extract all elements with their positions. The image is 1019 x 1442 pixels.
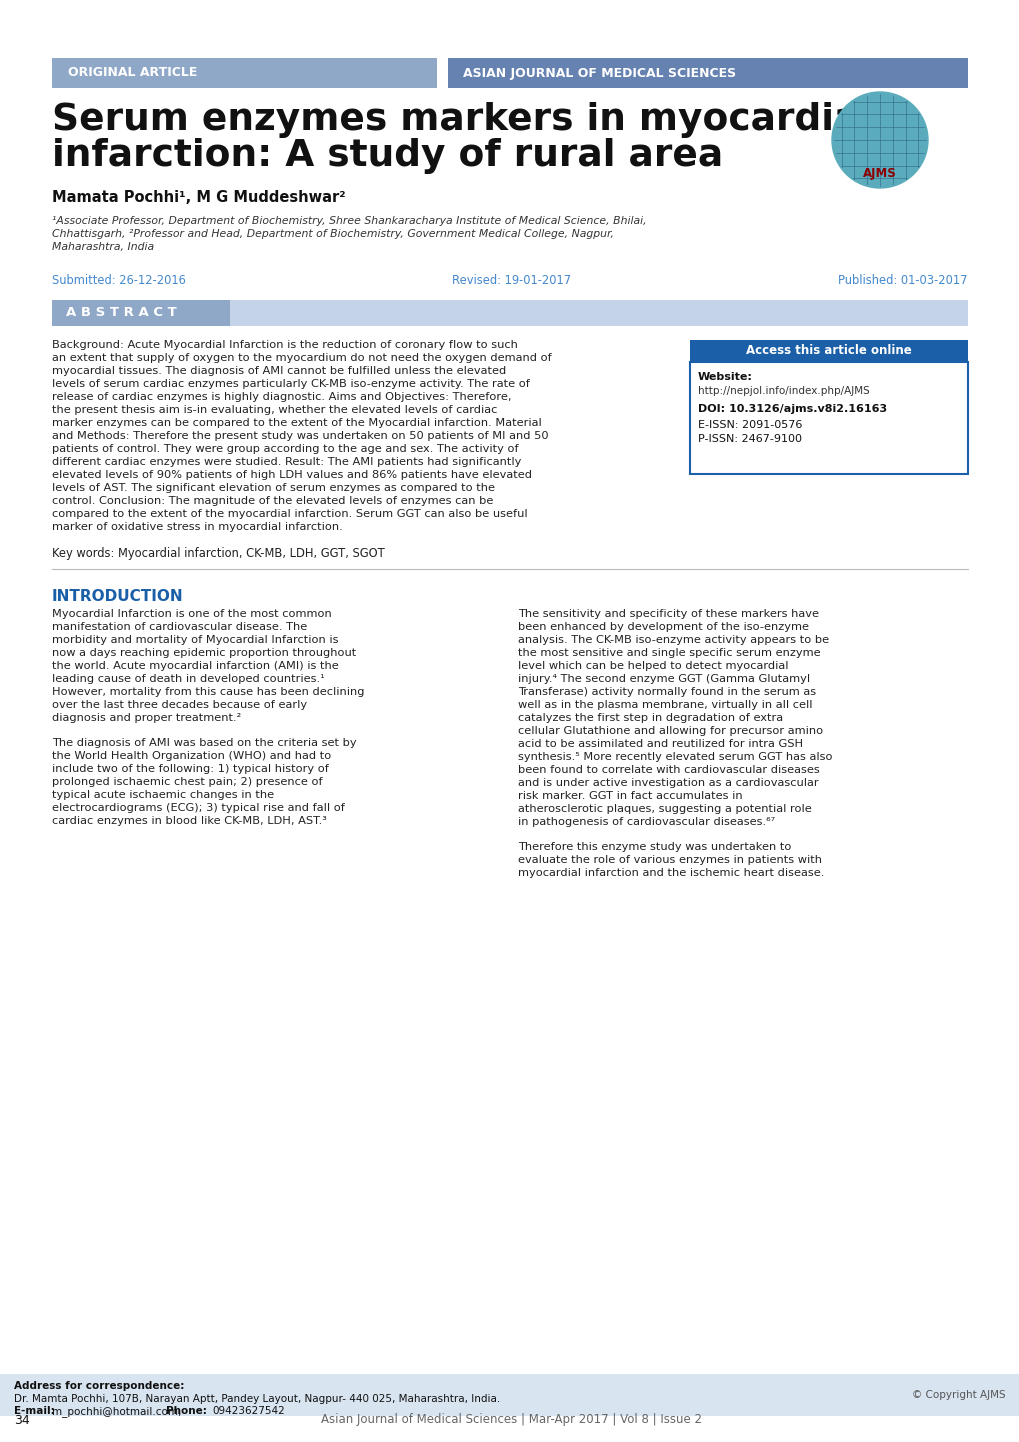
Text: release of cardiac enzymes is highly diagnostic. Aims and Objectives: Therefore,: release of cardiac enzymes is highly dia… [52,392,511,402]
Bar [52,300,967,326]
Text: Published: 01-03-2017: Published: 01-03-2017 [838,274,967,287]
Text: m_pochhi@hotmail.com,: m_pochhi@hotmail.com, [52,1406,181,1417]
Text: evaluate the role of various enzymes in patients with: evaluate the role of various enzymes in … [518,855,821,865]
Text: now a days reaching epidemic proportion throughout: now a days reaching epidemic proportion … [52,647,356,658]
Text: the World Health Organization (WHO) and had to: the World Health Organization (WHO) and … [52,751,331,761]
Text: prolonged ischaemic chest pain; 2) presence of: prolonged ischaemic chest pain; 2) prese… [52,777,322,787]
Text: in pathogenesis of cardiovascular diseases.⁶⁷: in pathogenesis of cardiovascular diseas… [518,818,774,828]
Text: levels of serum cardiac enzymes particularly CK-MB iso-enzyme activity. The rate: levels of serum cardiac enzymes particul… [52,379,529,389]
Text: analysis. The CK-MB iso-enzyme activity appears to be: analysis. The CK-MB iso-enzyme activity … [518,634,828,645]
Text: DOI: 10.3126/ajms.v8i2.16163: DOI: 10.3126/ajms.v8i2.16163 [697,404,887,414]
Bar [0,1374,1019,1416]
Text: INTRODUCTION: INTRODUCTION [52,588,183,604]
Text: been enhanced by development of the iso-enzyme: been enhanced by development of the iso-… [518,622,808,632]
Text: leading cause of death in developed countries.¹: leading cause of death in developed coun… [52,673,324,684]
Text: the present thesis aim is-in evaluating, whether the elevated levels of cardiac: the present thesis aim is-in evaluating,… [52,405,497,415]
Text: typical acute ischaemic changes in the: typical acute ischaemic changes in the [52,790,274,800]
Bar [52,58,436,88]
Text: Dr. Mamta Pochhi, 107B, Narayan Aptt, Pandey Layout, Nagpur- 440 025, Maharashtr: Dr. Mamta Pochhi, 107B, Narayan Aptt, Pa… [14,1394,499,1405]
Text: the world. Acute myocardial infarction (AMI) is the: the world. Acute myocardial infarction (… [52,660,338,671]
Text: http://nepjol.info/index.php/AJMS: http://nepjol.info/index.php/AJMS [697,386,869,397]
Text: P-ISSN: 2467-9100: P-ISSN: 2467-9100 [697,434,801,444]
Text: marker enzymes can be compared to the extent of the Myocardial infarction. Mater: marker enzymes can be compared to the ex… [52,418,541,428]
Text: marker of oxidative stress in myocardial infarction.: marker of oxidative stress in myocardial… [52,522,342,532]
Text: an extent that supply of oxygen to the myocardium do not need the oxygen demand : an extent that supply of oxygen to the m… [52,353,551,363]
Text: catalyzes the first step in degradation of extra: catalyzes the first step in degradation … [518,712,783,722]
Text: patients of control. They were group according to the age and sex. The activity : patients of control. They were group acc… [52,444,518,454]
Text: Chhattisgarh, ²Professor and Head, Department of Biochemistry, Government Medica: Chhattisgarh, ²Professor and Head, Depar… [52,229,613,239]
Text: Asian Journal of Medical Sciences | Mar-Apr 2017 | Vol 8 | Issue 2: Asian Journal of Medical Sciences | Mar-… [321,1413,702,1426]
Text: However, mortality from this cause has been declining: However, mortality from this cause has b… [52,686,364,696]
Bar [447,58,967,88]
Text: © Copyright AJMS: © Copyright AJMS [911,1390,1005,1400]
Text: Therefore this enzyme study was undertaken to: Therefore this enzyme study was undertak… [518,842,791,852]
Text: Submitted: 26-12-2016: Submitted: 26-12-2016 [52,274,185,287]
Text: the most sensitive and single specific serum enzyme: the most sensitive and single specific s… [518,647,820,658]
Bar [689,362,967,474]
Text: ASIAN JOURNAL OF MEDICAL SCIENCES: ASIAN JOURNAL OF MEDICAL SCIENCES [463,66,736,79]
Text: cellular Glutathione and allowing for precursor amino: cellular Glutathione and allowing for pr… [518,725,822,735]
Text: AJMS: AJMS [862,167,896,180]
Text: acid to be assimilated and reutilized for intra GSH: acid to be assimilated and reutilized fo… [518,738,802,748]
Text: and is under active investigation as a cardiovascular: and is under active investigation as a c… [518,779,818,787]
Text: ¹Associate Professor, Department of Biochemistry, Shree Shankaracharya Institute: ¹Associate Professor, Department of Bioc… [52,216,646,226]
Text: 09423627542: 09423627542 [212,1406,284,1416]
Text: morbidity and mortality of Myocardial Infarction is: morbidity and mortality of Myocardial In… [52,634,338,645]
Text: Key words: Myocardial infarction, CK-MB, LDH, GGT, SGOT: Key words: Myocardial infarction, CK-MB,… [52,547,384,559]
Text: myocardial infarction and the ischemic heart disease.: myocardial infarction and the ischemic h… [518,868,823,878]
Text: level which can be helped to detect myocardial: level which can be helped to detect myoc… [518,660,788,671]
Bar [689,340,967,362]
Text: electrocardiograms (ECG); 3) typical rise and fall of: electrocardiograms (ECG); 3) typical ris… [52,803,344,813]
Text: infarction: A study of rural area: infarction: A study of rural area [52,138,722,174]
Text: E-ISSN: 2091-0576: E-ISSN: 2091-0576 [697,420,802,430]
Text: E-mail:: E-mail: [14,1406,55,1416]
Text: The diagnosis of AMI was based on the criteria set by: The diagnosis of AMI was based on the cr… [52,738,357,748]
Text: Access this article online: Access this article online [745,345,911,358]
Text: different cardiac enzymes were studied. Result: The AMI patients had significant: different cardiac enzymes were studied. … [52,457,521,467]
Text: Myocardial Infarction is one of the most common: Myocardial Infarction is one of the most… [52,609,331,619]
Text: myocardial tissues. The diagnosis of AMI cannot be fulfilled unless the elevated: myocardial tissues. The diagnosis of AMI… [52,366,505,376]
Text: atherosclerotic plaques, suggesting a potential role: atherosclerotic plaques, suggesting a po… [518,805,811,813]
Text: risk marker. GGT in fact accumulates in: risk marker. GGT in fact accumulates in [518,792,742,800]
Text: over the last three decades because of early: over the last three decades because of e… [52,699,307,709]
Circle shape [832,92,927,187]
Text: Address for correspondence:: Address for correspondence: [14,1381,184,1392]
Text: synthesis.⁵ More recently elevated serum GGT has also: synthesis.⁵ More recently elevated serum… [518,751,832,761]
Text: manifestation of cardiovascular disease. The: manifestation of cardiovascular disease.… [52,622,307,632]
Text: Serum enzymes markers in myocardial: Serum enzymes markers in myocardial [52,102,871,138]
Bar [52,300,229,326]
Text: cardiac enzymes in blood like CK-MB, LDH, AST.³: cardiac enzymes in blood like CK-MB, LDH… [52,816,326,826]
Text: levels of AST. The significant elevation of serum enzymes as compared to the: levels of AST. The significant elevation… [52,483,494,493]
Text: A B S T R A C T: A B S T R A C T [66,307,176,320]
Text: Transferase) activity normally found in the serum as: Transferase) activity normally found in … [518,686,815,696]
Text: include two of the following: 1) typical history of: include two of the following: 1) typical… [52,764,328,774]
Text: control. Conclusion: The magnitude of the elevated levels of enzymes can be: control. Conclusion: The magnitude of th… [52,496,493,506]
Text: Background: Acute Myocardial Infarction is the reduction of coronary flow to suc: Background: Acute Myocardial Infarction … [52,340,518,350]
Text: diagnosis and proper treatment.²: diagnosis and proper treatment.² [52,712,242,722]
Text: The sensitivity and specificity of these markers have: The sensitivity and specificity of these… [518,609,818,619]
Text: and Methods: Therefore the present study was undertaken on 50 patients of MI and: and Methods: Therefore the present study… [52,431,548,441]
Text: elevated levels of 90% patients of high LDH values and 86% patients have elevate: elevated levels of 90% patients of high … [52,470,532,480]
Text: Phone:: Phone: [166,1406,207,1416]
Text: Mamata Pochhi¹, M G Muddeshwar²: Mamata Pochhi¹, M G Muddeshwar² [52,190,345,205]
Text: been found to correlate with cardiovascular diseases: been found to correlate with cardiovascu… [518,766,819,774]
Text: compared to the extent of the myocardial infarction. Serum GGT can also be usefu: compared to the extent of the myocardial… [52,509,527,519]
Text: well as in the plasma membrane, virtually in all cell: well as in the plasma membrane, virtuall… [518,699,812,709]
Text: Revised: 19-01-2017: Revised: 19-01-2017 [452,274,571,287]
Text: ORIGINAL ARTICLE: ORIGINAL ARTICLE [68,66,198,79]
Text: Maharashtra, India: Maharashtra, India [52,242,154,252]
Text: 34: 34 [14,1413,30,1426]
Text: injury.⁴ The second enzyme GGT (Gamma Glutamyl: injury.⁴ The second enzyme GGT (Gamma Gl… [518,673,809,684]
Text: Website:: Website: [697,372,752,382]
